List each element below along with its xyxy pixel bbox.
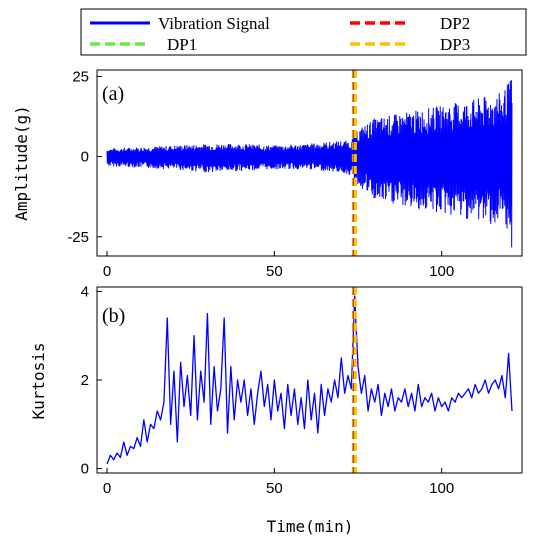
legend-label-dp2: DP2 [440, 14, 470, 33]
panel-a-tag: (a) [102, 83, 124, 105]
panel-a-ytick-label-0: -25 [67, 229, 89, 246]
panel-b-ytick-label-0: 0 [81, 461, 89, 478]
panel-b-plot-area [106, 287, 513, 473]
legend: Vibration Signal DP2 DP1 DP3 [80, 8, 527, 56]
panel-b-series-kurtosis [106, 295, 513, 465]
panel-a-ytick-label-2: 25 [72, 68, 89, 85]
panel-b-tag: (b) [102, 305, 125, 327]
panel-b-xtick-label-1: 50 [266, 480, 283, 497]
panel-a-plot-area [106, 70, 513, 256]
panel-b-xtick-label-2: 100 [429, 480, 454, 497]
panel-a: 0 50 100 -25 0 25 (a) Amplitude(g) [12, 68, 523, 280]
panel-a-ytick-label-1: 0 [81, 149, 89, 166]
panel-b-xlabel: Time(min) [267, 517, 354, 536]
panel-b-ticks: 0 50 100 0 2 4 [81, 283, 455, 497]
panel-b-ytick-label-1: 2 [81, 372, 89, 389]
panel-a-series-vibration [106, 80, 513, 248]
panel-a-xtick-label-1: 50 [266, 263, 283, 280]
panel-b: 0 50 100 0 2 4 (b) Kurtosis Time(min) [29, 283, 523, 536]
legend-label-dp3: DP3 [440, 35, 470, 54]
legend-label-dp1: DP1 [167, 35, 197, 54]
panel-b-ylabel: Kurtosis [29, 342, 48, 419]
panel-a-xtick-label-0: 0 [103, 263, 111, 280]
panel-b-xtick-label-0: 0 [103, 480, 111, 497]
panel-a-xtick-label-2: 100 [429, 263, 454, 280]
legend-label-vibration: Vibration Signal [158, 14, 270, 33]
panel-b-frame [96, 286, 523, 474]
legend-frame [80, 8, 527, 56]
panel-a-ticks: 0 50 100 -25 0 25 [67, 68, 454, 280]
panel-b-ytick-label-2: 4 [81, 283, 89, 300]
panel-a-frame [96, 69, 523, 257]
panel-a-ylabel: Amplitude(g) [12, 105, 31, 221]
